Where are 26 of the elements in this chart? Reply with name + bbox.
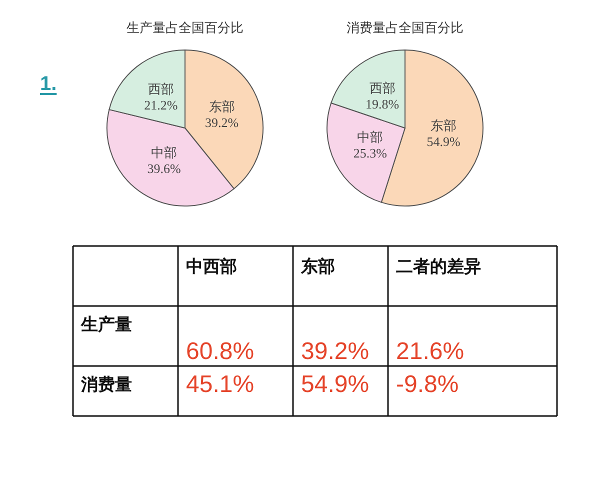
slice-label: 西部	[369, 80, 396, 96]
data-label: 21.2%	[144, 97, 178, 112]
text: -9.8%	[396, 371, 459, 398]
text: 45.1%	[186, 371, 254, 398]
text: 54.9%	[301, 371, 370, 398]
chart-title: 消费量占全国百分比	[346, 20, 464, 35]
chart-title: 生产量占全国百分比	[126, 20, 244, 35]
slice-label: 中部	[357, 130, 384, 145]
slice-label: 东部	[430, 118, 457, 133]
data-label: 19.8%	[365, 96, 400, 112]
text: 1.	[40, 73, 57, 95]
slice-label: 西部	[148, 81, 174, 96]
category-label: 生产量	[81, 315, 132, 335]
category-label: 中西部	[186, 257, 237, 277]
slice-label: 东部	[208, 99, 235, 114]
data-label: 25.3%	[353, 146, 388, 161]
category-label: 东部	[300, 257, 335, 277]
data-label: 39.6%	[147, 160, 182, 176]
category-label: 二者的差异	[396, 257, 481, 277]
slice-label: 中部	[151, 144, 178, 160]
data-label: 54.9%	[426, 134, 460, 149]
category-label: 消费量	[81, 375, 132, 395]
text: 21.6%	[396, 338, 464, 365]
text: 60.8%	[186, 338, 254, 365]
data-label: 39.2%	[204, 115, 239, 130]
text: 39.2%	[301, 338, 370, 365]
